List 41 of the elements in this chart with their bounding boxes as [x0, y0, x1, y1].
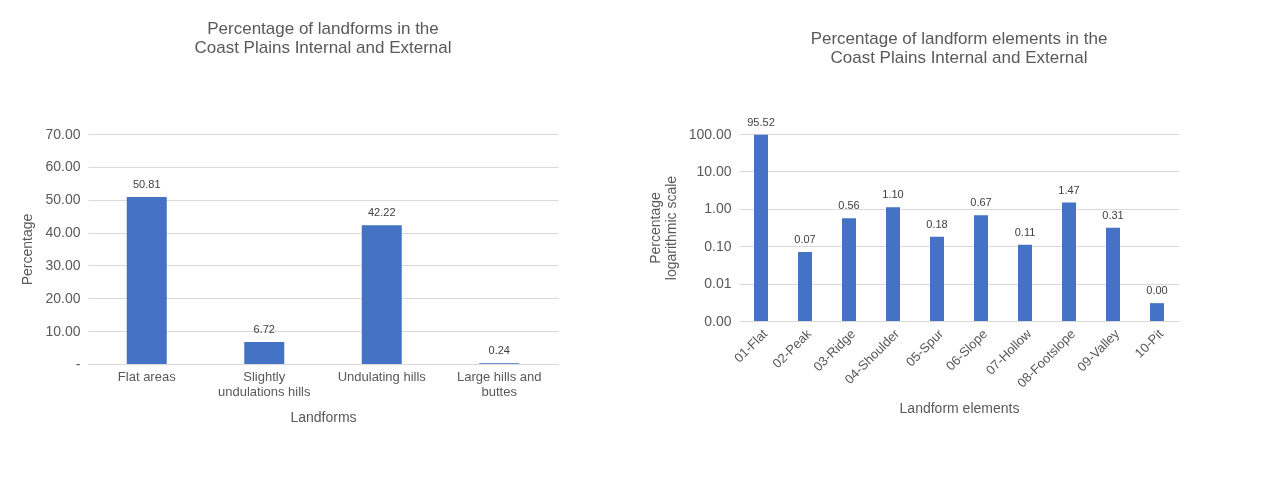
x-tick-label: Large hills and buttes	[456, 368, 542, 399]
y-tick-label: 100.00	[688, 125, 732, 142]
x-tick-label: Slightly undulations hills	[217, 368, 311, 399]
bar	[244, 341, 285, 364]
y-tick-label: 50.00	[45, 191, 81, 208]
data-label: 0.07	[794, 232, 816, 245]
x-axis-title: Landforms	[290, 408, 357, 425]
data-label: 0.18	[926, 217, 948, 230]
data-label: 0.67	[970, 196, 992, 209]
y-tick-label: 0.01	[704, 275, 732, 292]
y-tick-label: 30.00	[45, 256, 81, 273]
x-tick-label: Flat areas	[117, 368, 177, 384]
y-tick-label: 40.00	[45, 224, 81, 241]
data-label: 42.22	[367, 206, 396, 219]
data-label: 1.47	[1058, 183, 1080, 196]
data-label: 95.52	[747, 115, 775, 128]
y-tick-label: 0.10	[704, 237, 732, 254]
data-label: 0.56	[838, 199, 860, 212]
data-label: 0.00	[1146, 284, 1168, 297]
y-tick-label: 10.00	[696, 162, 732, 179]
y-axis-title: Percentage logarithmic scale	[646, 175, 679, 281]
y-tick-label: 60.00	[45, 158, 81, 175]
y-tick-label: 20.00	[45, 289, 81, 306]
chart-title: Percentage of landforms in the Coast Plains Internal and External	[194, 19, 452, 57]
data-label: 0.11	[1014, 225, 1036, 238]
bar	[126, 197, 167, 364]
y-tick-label: 1.00	[704, 200, 732, 217]
y-tick-label: 10.00	[45, 322, 81, 339]
chart-title: Percentage of landform elements in the Coast Plains Internal and External	[810, 28, 1108, 67]
x-tick-label: Undulating hills	[337, 368, 427, 384]
data-label: 0.24	[488, 344, 510, 357]
bar	[361, 225, 402, 364]
y-axis-title: Percentage	[19, 213, 36, 286]
y-tick-label: -	[75, 355, 81, 372]
data-label: 6.72	[253, 322, 275, 335]
data-label: 50.81	[132, 178, 161, 191]
data-label: 1.10	[882, 188, 904, 201]
x-axis-title: Landform elements	[899, 400, 1020, 417]
y-tick-label: 0.00	[704, 312, 732, 329]
y-tick-label: 70.00	[45, 125, 81, 142]
data-label: 0.31	[1102, 208, 1124, 221]
